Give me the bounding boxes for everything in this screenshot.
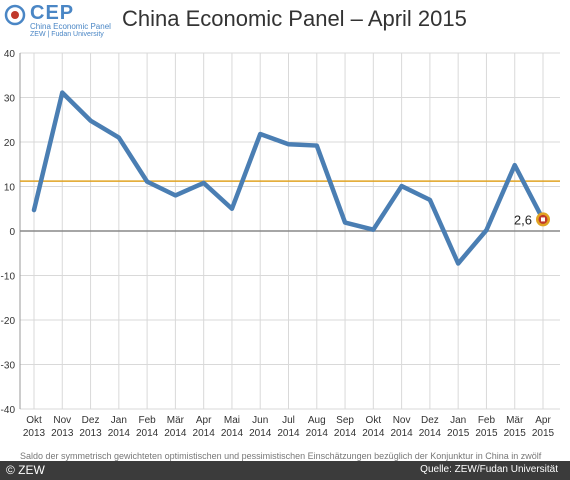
x-tick-label: Feb (478, 415, 496, 426)
x-tick-year: 2015 (475, 428, 498, 439)
x-tick-label: Jun (252, 415, 268, 426)
x-tick-year: 2015 (532, 428, 555, 439)
x-tick-year: 2014 (136, 428, 159, 439)
x-tick-year: 2014 (164, 428, 187, 439)
x-tick-label: Dez (82, 415, 100, 426)
x-tick-label: Okt (26, 415, 42, 426)
x-tick-label: Apr (196, 415, 212, 426)
logo-text: CEP (30, 2, 75, 24)
x-tick-label: Nov (53, 415, 71, 426)
x-tick-label: Apr (535, 415, 551, 426)
line-chart: 40 30 20 10 0 -10 -20 -30 -40 Okt 2013 Nov 2013 Dez 20… (1, 49, 560, 439)
y-tick-label: 40 (4, 49, 16, 60)
y-tick-label: 30 (4, 94, 16, 105)
y-tick-label: 0 (9, 227, 15, 238)
x-tick-label: Jul (282, 415, 295, 426)
x-tick-year: 2013 (51, 428, 74, 439)
series-line (31, 90, 546, 266)
y-tick-label: -20 (1, 316, 16, 327)
x-tick-label: Mär (506, 415, 524, 426)
x-tick-label: Dez (421, 415, 439, 426)
logo-subtitle: China Economic Panel (30, 22, 111, 31)
y-tick-label: 20 (4, 138, 16, 149)
y-tick-label: 10 (4, 183, 16, 194)
x-tick-year: 2013 (23, 428, 46, 439)
x-tick-year: 2014 (334, 428, 357, 439)
x-tick-year: 2014 (221, 428, 244, 439)
y-tick-label: -40 (1, 405, 16, 416)
x-tick-year: 2014 (390, 428, 413, 439)
x-tick-label: Aug (308, 415, 326, 426)
last-point-marker-center (541, 217, 545, 222)
footer-bar: © ZEW Quelle: ZEW/Fudan Universität (0, 461, 570, 480)
x-tick-label: Sep (336, 415, 354, 426)
chart-title: China Economic Panel – April 2015 (122, 6, 467, 31)
footer-note: Saldo der symmetrisch gewichteten optimi… (20, 451, 542, 461)
x-tick-year: 2014 (277, 428, 300, 439)
x-tick-label: Jan (450, 415, 466, 426)
y-tick-label: -10 (1, 272, 16, 283)
y-tick-label: -30 (1, 361, 16, 372)
copyright: © ZEW (6, 463, 45, 477)
x-tick-year: 2014 (306, 428, 329, 439)
x-tick-label: Feb (138, 415, 156, 426)
cep-logo: CEP China Economic Panel ZEW | Fudan Uni… (4, 2, 114, 42)
logo-affiliation: ZEW | Fudan University (30, 31, 104, 38)
x-tick-label: Nov (393, 415, 411, 426)
source-label: Quelle: ZEW/Fudan Universität (420, 464, 558, 475)
last-value-label: 2,6 (514, 212, 532, 227)
x-tick-year: 2015 (447, 428, 470, 439)
x-tick-year: 2014 (108, 428, 131, 439)
x-tick-year: 2014 (249, 428, 272, 439)
x-tick-label: Mai (224, 415, 240, 426)
cep-logo-icon (4, 4, 26, 26)
x-tick-year: 2013 (79, 428, 102, 439)
x-tick-year: 2014 (362, 428, 385, 439)
x-tick-label: Okt (366, 415, 382, 426)
x-tick-year: 2014 (193, 428, 216, 439)
x-tick-label: Mär (167, 415, 185, 426)
x-tick-year: 2014 (419, 428, 442, 439)
x-tick-year: 2015 (504, 428, 527, 439)
x-tick-label: Jan (111, 415, 127, 426)
